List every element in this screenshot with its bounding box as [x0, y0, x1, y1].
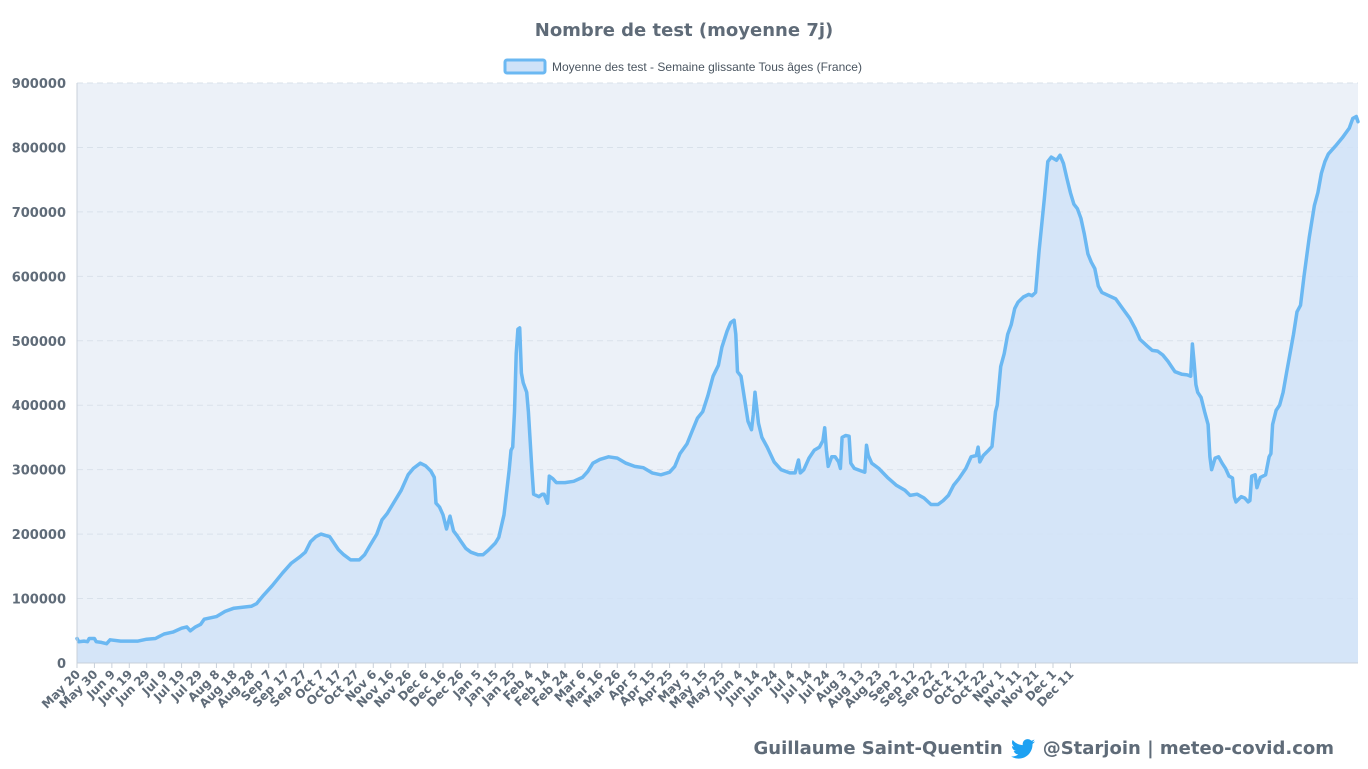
y-tick-label: 700000 [12, 206, 66, 221]
legend: Moyenne des test - Semaine glissante Tou… [503, 58, 862, 75]
legend-label: Moyenne des test - Semaine glissante Tou… [552, 60, 862, 74]
y-tick-label: 200000 [12, 528, 66, 543]
y-tick-label: 600000 [12, 270, 66, 285]
chart-title: Nombre de test (moyenne 7j) [535, 20, 834, 41]
handle-and-site[interactable]: @Starjoin | meteo-covid.com [1042, 738, 1334, 759]
series-area [77, 116, 1358, 663]
y-tick-label: 500000 [12, 335, 66, 350]
footer: Guillaume Saint-Quentin @Starjoin | mete… [754, 738, 1334, 759]
series-line [75, 114, 1360, 646]
author-name: Guillaume Saint-Quentin [753, 738, 1003, 759]
y-tick-label: 100000 [12, 593, 66, 608]
y-axis: 0 100000 200000 300000 400000 500000 600000 700… [12, 77, 66, 672]
twitter-icon[interactable] [1010, 738, 1035, 759]
y-tick-label: 400000 [12, 399, 66, 414]
legend-swatch [503, 58, 547, 75]
y-tick-label: 800000 [12, 141, 66, 156]
y-tick-label: 0 [57, 657, 66, 672]
y-tick-label: 300000 [12, 464, 66, 479]
y-tick-label: 900000 [12, 77, 66, 92]
